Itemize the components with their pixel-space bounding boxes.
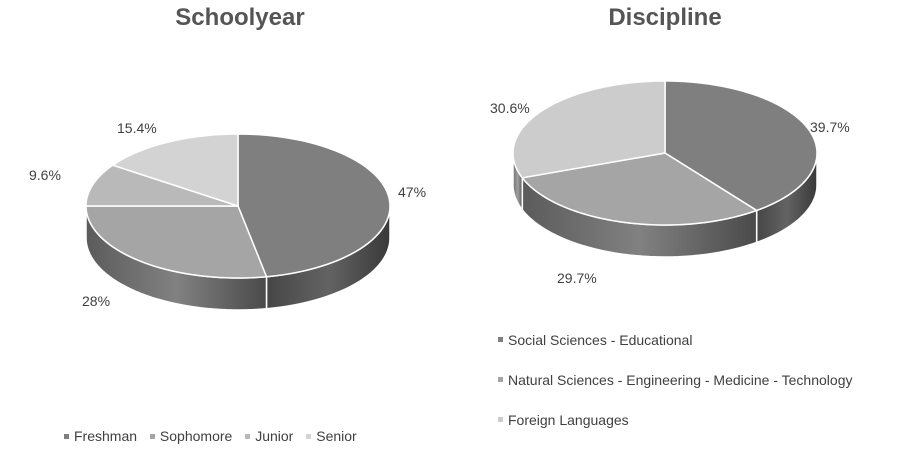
schoolyear-legend: Freshman Sophomore Junior Senior bbox=[64, 428, 366, 444]
pie-chart-1: 39.7% 29.7% 30.6% bbox=[490, 80, 850, 286]
pie-data-label: 39.7% bbox=[810, 119, 850, 135]
legend-item-junior: Junior bbox=[245, 428, 293, 444]
legend-label: Senior bbox=[316, 428, 357, 444]
legend-swatch bbox=[149, 433, 155, 439]
pie-data-label: 15.4% bbox=[117, 120, 157, 136]
pie-chart-0: 47% 28% 9.6% 15.4% bbox=[29, 120, 426, 311]
legend-label: Sophomore bbox=[159, 428, 233, 444]
legend-label: Foreign Languages bbox=[508, 412, 629, 428]
legend-item-natural-sciences: Natural Sciences - Engineering - Medicin… bbox=[498, 372, 878, 389]
legend-label: Social Sciences - Educational bbox=[508, 332, 693, 348]
legend-label: Natural Sciences - Engineering - Medicin… bbox=[508, 372, 853, 388]
pie-slice bbox=[85, 205, 268, 279]
pie-slice bbox=[111, 133, 239, 208]
pie-data-label: 28% bbox=[82, 293, 110, 309]
legend-item-freshman: Freshman bbox=[64, 428, 137, 444]
pie-slice bbox=[664, 80, 818, 212]
pie-data-label: 9.6% bbox=[29, 167, 61, 183]
legend-swatch bbox=[306, 433, 312, 439]
pie-data-label: 30.6% bbox=[490, 100, 530, 116]
schoolyear-chart-title: Schoolyear bbox=[175, 4, 305, 31]
pie-data-label: 47% bbox=[398, 184, 426, 200]
discipline-chart-title: Discipline bbox=[608, 4, 722, 31]
pie-slice bbox=[237, 133, 391, 278]
legend-swatch bbox=[245, 433, 251, 439]
discipline-legend: Social Sciences - Educational Natural Sc… bbox=[498, 332, 878, 452]
legend-item-senior: Senior bbox=[306, 428, 357, 444]
pie-data-label: 29.7% bbox=[557, 270, 597, 286]
legend-label: Junior bbox=[255, 428, 294, 444]
legend-item-sophomore: Sophomore bbox=[149, 428, 233, 444]
legend-swatch bbox=[64, 433, 69, 439]
pie-slice bbox=[512, 80, 666, 179]
legend-label: Freshman bbox=[74, 428, 138, 444]
legend-swatch bbox=[498, 337, 503, 342]
legend-swatch bbox=[498, 417, 503, 422]
legend-item-social-sciences: Social Sciences - Educational bbox=[498, 332, 878, 349]
legend-item-foreign-languages: Foreign Languages bbox=[498, 412, 878, 429]
legend-swatch bbox=[498, 377, 503, 382]
pie-slice bbox=[85, 164, 239, 207]
pie-slice bbox=[520, 152, 759, 226]
